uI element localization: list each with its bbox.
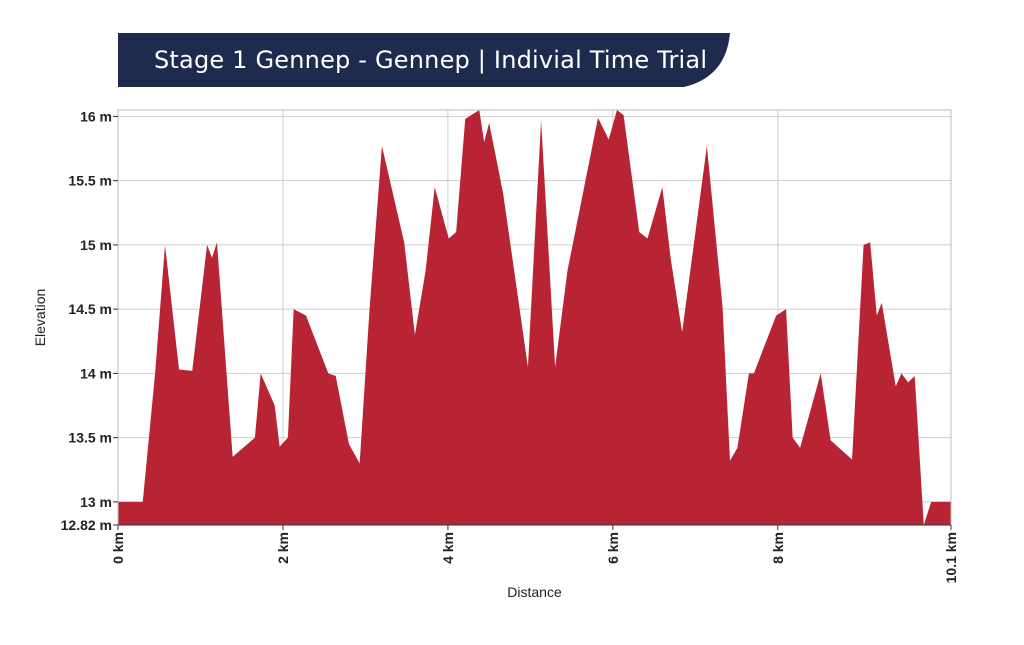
y-axis-title: Elevation	[32, 289, 48, 347]
x-tick-label: 6 km	[605, 532, 621, 564]
y-tick-label: 12.82 m	[61, 517, 112, 533]
elevation-area	[118, 110, 951, 525]
y-tick-label: 14.5 m	[68, 301, 112, 317]
x-tick-label: 2 km	[275, 532, 291, 564]
x-tick-label: 4 km	[440, 532, 456, 564]
y-tick-label: 15 m	[80, 237, 112, 253]
y-tick-label: 16 m	[80, 108, 112, 124]
y-tick-label: 15.5 m	[68, 173, 112, 189]
title-banner-background	[118, 33, 730, 87]
plot-area	[118, 110, 951, 525]
y-tick-label: 14 m	[80, 365, 112, 381]
chart-title: Stage 1 Gennep - Gennep | Indivial Time …	[154, 46, 708, 74]
y-tick-label: 13.5 m	[68, 430, 112, 446]
y-axis: 12.82 m 13 m 13.5 m 14 m 14.5 m 15 m 15.5 m 16 …	[61, 108, 118, 533]
x-axis-title: Distance	[507, 584, 562, 600]
y-tick-label: 13 m	[80, 494, 112, 510]
x-tick-label: 8 km	[770, 532, 786, 564]
x-tick-label: 0 km	[110, 532, 126, 564]
x-tick-label: 10.1 km	[943, 532, 959, 583]
plot-frame	[117, 109, 952, 526]
title-banner: Stage 1 Gennep - Gennep | Indivial Time …	[118, 33, 730, 87]
x-axis: 0 km 2 km 4 km 6 km 8 km 10.1 km	[110, 525, 959, 583]
